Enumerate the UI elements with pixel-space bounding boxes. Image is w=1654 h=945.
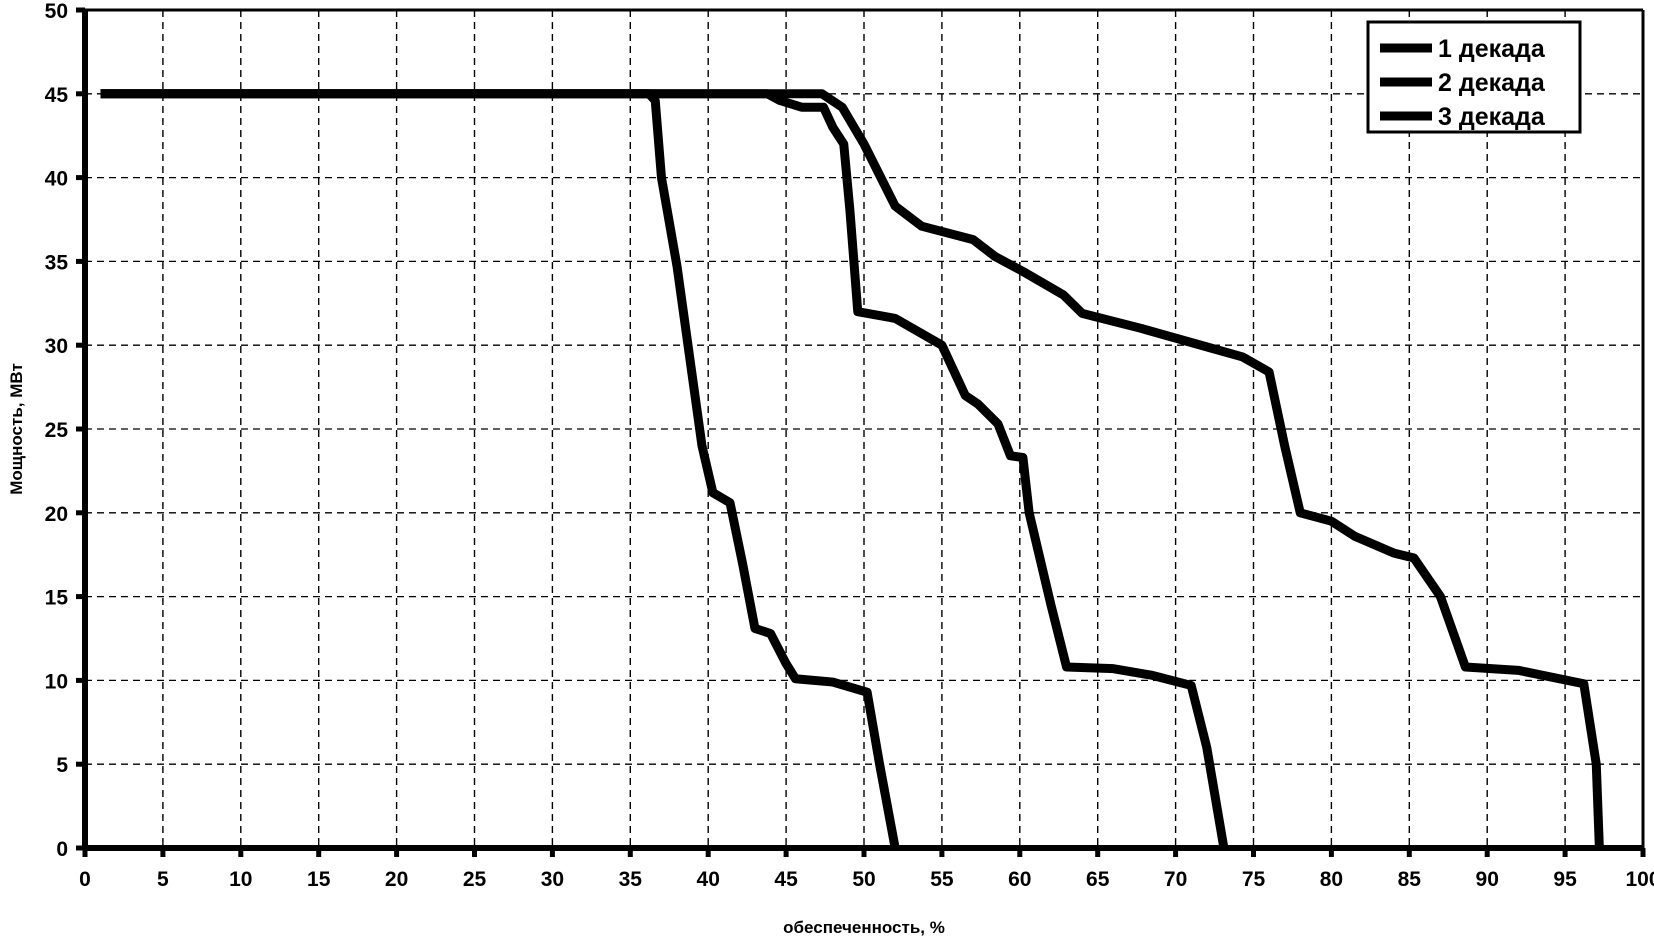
x-tick-label: 35 — [619, 868, 643, 891]
y-tick-label: 50 — [45, 0, 68, 23]
x-tick-label: 50 — [852, 868, 875, 891]
tick-labels: 0 5 10 15 20 25 30 35 40 45 50 55 60 65 70 75 80 85 90 95 10… — [45, 0, 1654, 891]
x-tick-label: 30 — [541, 868, 564, 891]
x-tick-label: 85 — [1398, 868, 1422, 891]
x-tick-label: 65 — [1086, 868, 1110, 891]
series-line-1 — [100, 89, 1604, 849]
series-group — [100, 89, 1604, 849]
x-tick-label: 55 — [930, 868, 954, 891]
x-tick-label: 0 — [79, 868, 91, 891]
x-axis-title: обеспеченность, % — [783, 918, 945, 937]
axes — [76, 7, 1646, 857]
x-tick-label: 70 — [1164, 868, 1187, 891]
x-tick-label: 40 — [697, 868, 720, 891]
y-tick-label: 5 — [56, 754, 68, 777]
series-line-3 — [100, 89, 900, 849]
x-tick-label: 90 — [1476, 868, 1499, 891]
legend-label-2: 2 декада — [1438, 69, 1546, 97]
y-tick-label: 40 — [45, 168, 68, 191]
legend-label-1: 1 декада — [1438, 35, 1546, 63]
y-tick-label: 35 — [45, 251, 69, 274]
y-tick-label: 0 — [56, 838, 68, 861]
x-tick-label: 95 — [1553, 868, 1577, 891]
x-tick-label: 75 — [1242, 868, 1266, 891]
x-tick-label: 45 — [774, 868, 798, 891]
legend-label-3: 3 декада — [1438, 103, 1546, 131]
series-line-2 — [100, 89, 1229, 849]
x-tick-label: 5 — [157, 868, 169, 891]
y-tick-label: 20 — [45, 503, 68, 526]
y-tick-label: 15 — [45, 587, 69, 610]
y-tick-label: 25 — [45, 419, 69, 442]
x-tick-label: 20 — [385, 868, 408, 891]
legend: 1 декада 2 декада 3 декада — [1366, 20, 1582, 134]
x-tick-label: 10 — [229, 868, 252, 891]
y-axis-title: Мощность, МВт — [7, 363, 26, 495]
y-tick-label: 10 — [45, 670, 68, 693]
x-tick-label: 15 — [307, 868, 331, 891]
y-tick-label: 30 — [45, 335, 68, 358]
x-tick-label: 100 — [1625, 868, 1654, 891]
x-tick-label: 25 — [463, 868, 487, 891]
x-tick-label: 80 — [1320, 868, 1343, 891]
x-tick-label: 60 — [1008, 868, 1031, 891]
y-tick-label: 45 — [45, 84, 69, 107]
